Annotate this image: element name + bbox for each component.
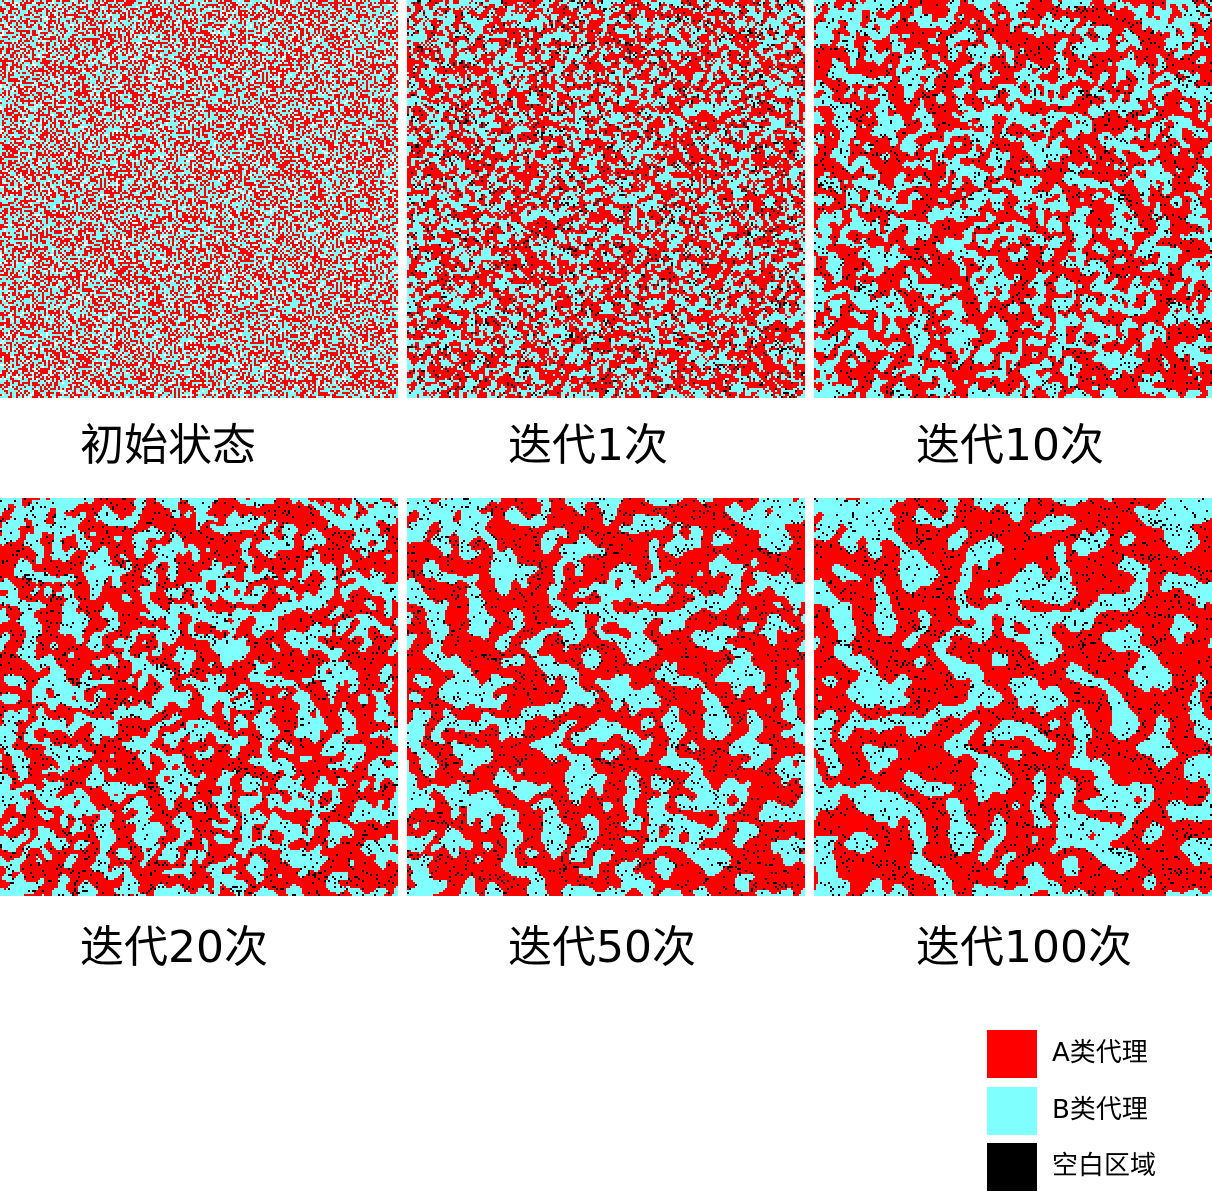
caption-initial: 初始状态	[80, 420, 256, 471]
grid-canvas-iter-10	[814, 0, 1212, 398]
grid-canvas-iter-1	[407, 0, 805, 398]
caption-iter-10: 迭代10次	[916, 420, 1104, 471]
legend-label-agent-a: A类代理	[1052, 1038, 1148, 1068]
legend-swatch-agent-a	[987, 1030, 1037, 1078]
legend-label-agent-b: B类代理	[1052, 1095, 1148, 1125]
legend-swatch-agent-b	[987, 1087, 1037, 1135]
grid-panel-iter-10	[814, 0, 1212, 398]
grid-panel-iter-50	[407, 498, 805, 896]
caption-iter-20: 迭代20次	[80, 922, 268, 973]
grid-panel-initial	[0, 0, 398, 398]
grid-panel-iter-20	[0, 498, 398, 896]
grid-canvas-iter-50	[407, 498, 805, 896]
grid-canvas-initial	[0, 0, 398, 398]
caption-iter-50: 迭代50次	[508, 922, 696, 973]
grid-panel-iter-1	[407, 0, 805, 398]
legend-swatch-empty	[987, 1143, 1037, 1191]
caption-iter-100: 迭代100次	[916, 922, 1132, 973]
grid-canvas-iter-100	[814, 498, 1212, 896]
grid-panel-iter-100	[814, 498, 1212, 896]
grid-canvas-iter-20	[0, 498, 398, 896]
caption-iter-1: 迭代1次	[508, 420, 668, 471]
legend-label-empty: 空白区域	[1052, 1151, 1157, 1181]
